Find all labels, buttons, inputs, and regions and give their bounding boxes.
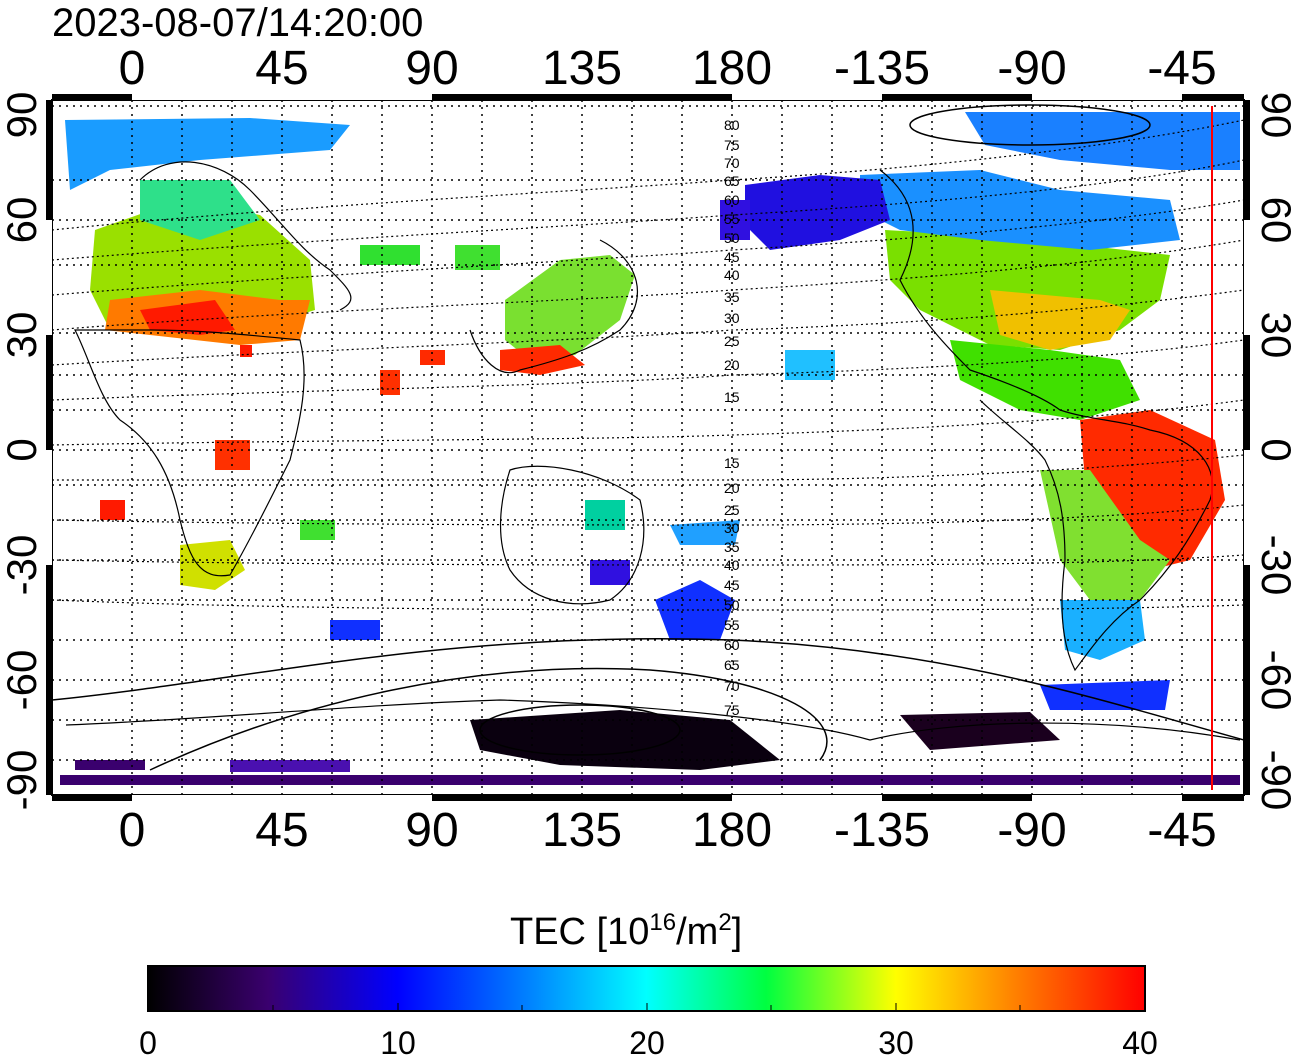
tec-region-scandinavia (140, 180, 260, 240)
y-axis-left-labels: 90 60 30 0 -30 -60 -90 (0, 92, 45, 811)
y-tick-label: -60 (1253, 650, 1294, 711)
mag-lat-label: 35 (724, 289, 740, 305)
colorbar-tick-label: 40 (1122, 1025, 1158, 1057)
mag-lat-label: 15 (724, 389, 740, 405)
tec-region-arctic-europe (65, 118, 350, 190)
timestamp-title: 2023-08-07/14:20:00 (52, 1, 423, 45)
x-tick-label: 45 (255, 42, 308, 95)
tec-region-new-zealand (655, 580, 735, 640)
x-tick-label: -90 (997, 804, 1066, 857)
tec-region-east-asia (505, 255, 635, 360)
x-tick-label: 135 (542, 42, 622, 95)
x-tick-label: 0 (119, 804, 146, 857)
x-tick-label: 180 (692, 42, 772, 95)
x-tick-label: -90 (997, 42, 1066, 95)
colorbar-tick-label: 0 (139, 1025, 157, 1057)
magnetic-pole-contours (52, 104, 1244, 771)
mag-lat-label: 70 (724, 678, 740, 694)
mag-lat-label: 40 (724, 557, 740, 573)
y-tick-label: 60 (1253, 197, 1294, 244)
tec-region-central-america (950, 340, 1140, 420)
tec-region-china-south (500, 345, 585, 375)
x-tick-label: -135 (834, 804, 930, 857)
mag-lat-label: 30 (724, 310, 740, 326)
mag-lat-labels-south: 15 20 25 30 35 40 45 50 55 60 65 70 75 (724, 455, 740, 718)
tec-region-antarctic-west (900, 712, 1060, 750)
y-tick-label: -30 (1253, 535, 1294, 596)
x-tick-label: -45 (1147, 804, 1216, 857)
mag-lat-label: 30 (724, 520, 740, 536)
x-axis-bottom-labels: 0 45 90 135 180 -135 -90 -45 (119, 804, 1217, 857)
y-tick-label: -30 (0, 535, 45, 596)
mag-lat-label: 60 (724, 192, 740, 208)
x-tick-label: 0 (119, 42, 146, 95)
x-tick-label: 90 (405, 42, 458, 95)
mag-lat-label: 45 (724, 249, 740, 265)
x-tick-label: 90 (405, 804, 458, 857)
mag-lat-label: 20 (724, 480, 740, 496)
tec-region-antarctica (470, 710, 780, 770)
tec-region-alaska (745, 175, 890, 250)
mag-lat-label: 55 (724, 617, 740, 633)
axis-tick-bars (46, 94, 1250, 801)
colorbar: TEC [1016/m2] 0 10 20 30 40 (139, 909, 1158, 1057)
y-tick-label: -90 (0, 750, 45, 811)
tec-region-usa-warm (990, 290, 1130, 350)
tec-region-patagonia (1060, 600, 1145, 660)
mag-lat-label: 55 (724, 211, 740, 227)
tec-region-nafrica-hot (140, 300, 235, 335)
y-tick-label: 0 (0, 438, 45, 461)
mag-lat-label: 75 (724, 702, 740, 718)
y-axis-right-labels: 90 60 30 0 -30 -60 -90 (1253, 92, 1294, 811)
mag-lat-label: 35 (724, 539, 740, 555)
y-tick-label: 30 (1253, 312, 1294, 359)
y-tick-label: 90 (1253, 92, 1294, 139)
x-tick-label: 135 (542, 804, 622, 857)
mag-lat-label: 50 (724, 597, 740, 613)
axis-tick-gaps (46, 94, 1250, 801)
y-tick-label: 90 (0, 92, 45, 139)
mag-lat-label: 65 (724, 173, 740, 189)
mag-lat-label: 80 (724, 117, 740, 133)
y-tick-label: -60 (0, 650, 45, 711)
tec-region-canada (860, 170, 1180, 250)
map-plot-area: 80 75 70 65 60 55 50 45 40 35 30 25 20 1… (46, 94, 1250, 801)
mag-lat-label: 60 (724, 637, 740, 653)
y-tick-label: -90 (1253, 750, 1294, 811)
x-tick-label: 180 (692, 804, 772, 857)
mag-lat-label: 25 (724, 333, 740, 349)
mag-lat-label: 50 (724, 230, 740, 246)
y-tick-label: 0 (1253, 438, 1294, 461)
x-tick-label: 45 (255, 804, 308, 857)
coastlines (65, 161, 1241, 741)
graticule (52, 100, 1244, 795)
colorbar-tick-label: 20 (629, 1025, 665, 1057)
mag-lat-label: 65 (724, 657, 740, 673)
colorbar-tick-label: 30 (878, 1025, 914, 1057)
tec-region-pacific-south (670, 520, 740, 545)
tec-region-antarctic-rim (60, 775, 1240, 785)
mag-lat-label: 40 (724, 267, 740, 283)
tec-region-south-america-mid (1040, 470, 1170, 600)
x-tick-label: -45 (1147, 42, 1216, 95)
y-tick-label: 30 (0, 312, 45, 359)
magnetic-latitude-contours (52, 119, 1244, 611)
colorbar-title: TEC [1016/m2] (510, 909, 742, 953)
y-tick-label: 60 (0, 197, 45, 244)
colorbar-tick-label: 10 (380, 1025, 416, 1057)
mag-lat-labels-north: 80 75 70 65 60 55 50 45 40 35 30 25 20 1… (724, 117, 740, 405)
tec-scatter-patches (75, 200, 835, 772)
mag-lat-label: 15 (724, 455, 740, 471)
x-tick-label: -135 (834, 42, 930, 95)
mag-lat-label: 75 (724, 137, 740, 153)
mag-lat-label: 70 (724, 155, 740, 171)
mag-lat-label: 45 (724, 577, 740, 593)
tec-region-south-africa (180, 540, 245, 590)
mag-lat-label: 20 (724, 357, 740, 373)
tec-region-drake (1040, 680, 1170, 710)
mag-lat-label: 25 (724, 502, 740, 518)
x-axis-top-labels: 0 45 90 135 180 -135 -90 -45 (119, 42, 1217, 95)
